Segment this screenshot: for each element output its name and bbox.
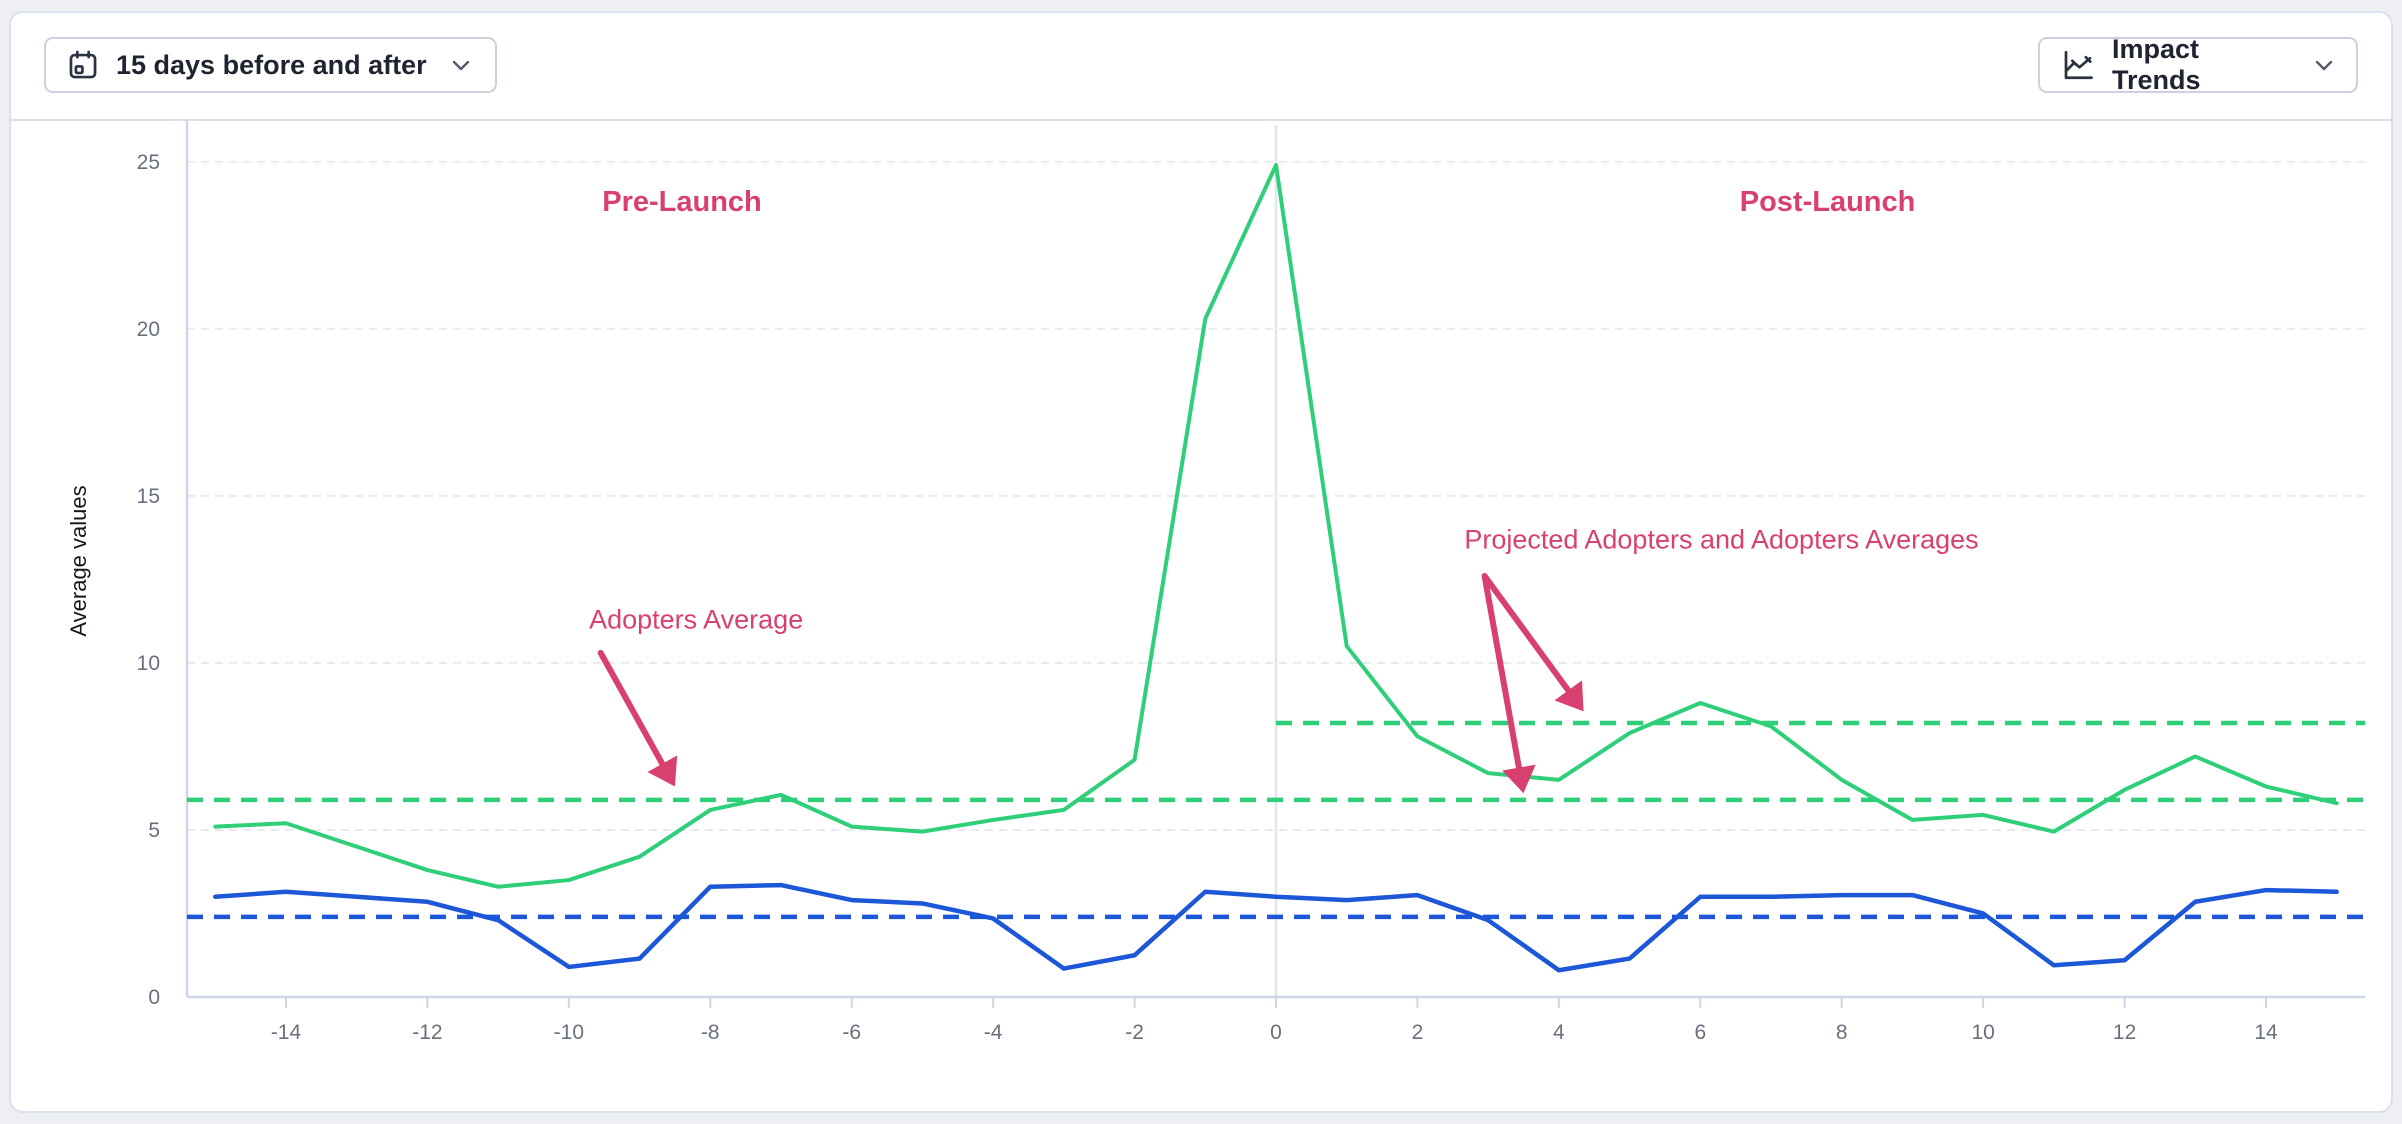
header-divider — [9, 119, 2393, 121]
chart-card — [9, 11, 2393, 1113]
impact-trends-label: Impact Trends — [2112, 34, 2201, 95]
date-range-label: 15 days before and after — [116, 49, 427, 80]
calendar-icon — [66, 48, 100, 82]
line-chart-icon — [2060, 47, 2096, 83]
date-range-dropdown[interactable]: 15 days before and after — [44, 37, 497, 93]
chevron-down-icon — [449, 53, 473, 77]
impact-trends-dropdown[interactable]: Impact Trends — [2038, 34, 2358, 95]
chevron-down-icon — [2312, 53, 2336, 77]
